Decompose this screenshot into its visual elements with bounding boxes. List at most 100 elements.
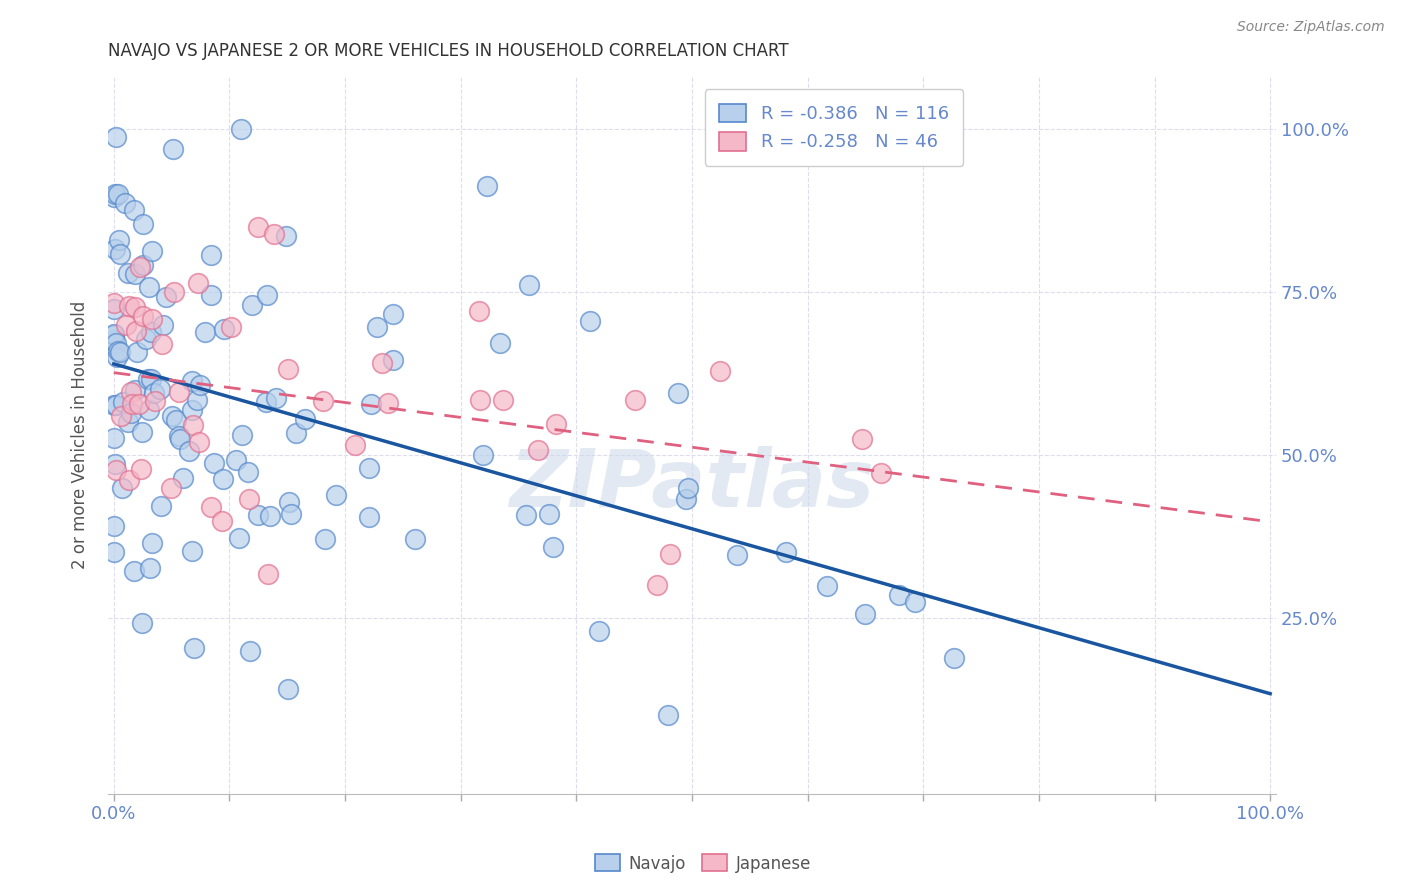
Point — [107, 344, 129, 359]
Point — [188, 377, 211, 392]
Legend: Navajo, Japanese: Navajo, Japanese — [588, 847, 818, 880]
Point — [229, 121, 252, 136]
Point — [284, 425, 307, 440]
Point — [360, 397, 382, 411]
Point — [853, 607, 876, 622]
Point — [541, 540, 564, 554]
Point — [114, 318, 136, 333]
Point — [120, 406, 142, 420]
Point — [128, 397, 150, 411]
Point — [104, 457, 127, 471]
Point — [117, 415, 139, 429]
Point — [676, 481, 699, 495]
Point — [725, 548, 748, 562]
Point — [103, 545, 125, 559]
Point — [200, 500, 222, 514]
Point — [143, 393, 166, 408]
Point — [246, 508, 269, 523]
Point — [219, 320, 242, 334]
Point — [160, 481, 183, 495]
Point — [647, 578, 669, 592]
Point — [659, 547, 682, 561]
Point — [105, 463, 128, 477]
Point — [889, 588, 911, 602]
Text: Source: ZipAtlas.com: Source: ZipAtlas.com — [1237, 20, 1385, 34]
Point — [246, 219, 269, 234]
Point — [263, 227, 285, 241]
Point — [104, 398, 127, 412]
Point — [132, 258, 155, 272]
Point — [167, 385, 190, 400]
Point — [186, 393, 208, 408]
Point — [167, 428, 190, 442]
Point — [114, 195, 136, 210]
Point — [149, 499, 172, 513]
Point — [165, 413, 187, 427]
Point — [382, 352, 405, 367]
Point — [294, 412, 316, 426]
Point — [141, 312, 163, 326]
Point — [112, 395, 135, 409]
Point — [139, 560, 162, 574]
Point — [103, 431, 125, 445]
Point — [277, 682, 299, 697]
Point — [141, 535, 163, 549]
Point — [103, 333, 125, 347]
Point — [104, 187, 127, 202]
Point — [131, 616, 153, 631]
Point — [194, 325, 217, 339]
Point — [117, 266, 139, 280]
Point — [274, 228, 297, 243]
Point — [225, 453, 247, 467]
Point — [588, 624, 610, 638]
Point — [666, 385, 689, 400]
Point — [366, 319, 388, 334]
Point — [212, 322, 235, 336]
Point — [124, 267, 146, 281]
Point — [138, 402, 160, 417]
Point — [103, 301, 125, 316]
Point — [851, 432, 873, 446]
Point — [942, 651, 965, 665]
Point — [181, 417, 204, 432]
Point — [103, 398, 125, 412]
Point — [675, 491, 697, 506]
Point — [120, 384, 142, 399]
Point — [121, 397, 143, 411]
Point — [108, 247, 131, 261]
Point — [103, 190, 125, 204]
Point — [110, 409, 132, 424]
Point — [118, 299, 141, 313]
Point — [709, 364, 731, 378]
Point — [138, 280, 160, 294]
Point — [240, 298, 263, 312]
Point — [472, 448, 495, 462]
Point — [259, 509, 281, 524]
Point — [187, 434, 209, 449]
Point — [314, 533, 336, 547]
Point — [150, 337, 173, 351]
Point — [108, 233, 131, 247]
Point — [343, 438, 366, 452]
Point — [280, 507, 302, 521]
Point — [122, 564, 145, 578]
Point — [172, 471, 194, 485]
Point — [139, 372, 162, 386]
Point — [141, 326, 163, 340]
Point — [183, 640, 205, 655]
Point — [238, 465, 260, 479]
Point — [278, 495, 301, 509]
Point — [657, 708, 679, 723]
Point — [136, 372, 159, 386]
Point — [623, 393, 645, 408]
Point — [325, 488, 347, 502]
Point — [515, 508, 537, 522]
Point — [132, 218, 155, 232]
Point — [131, 425, 153, 439]
Point — [527, 442, 550, 457]
Point — [128, 260, 150, 274]
Point — [122, 202, 145, 217]
Point — [105, 130, 128, 145]
Point — [181, 402, 204, 417]
Point — [277, 362, 299, 376]
